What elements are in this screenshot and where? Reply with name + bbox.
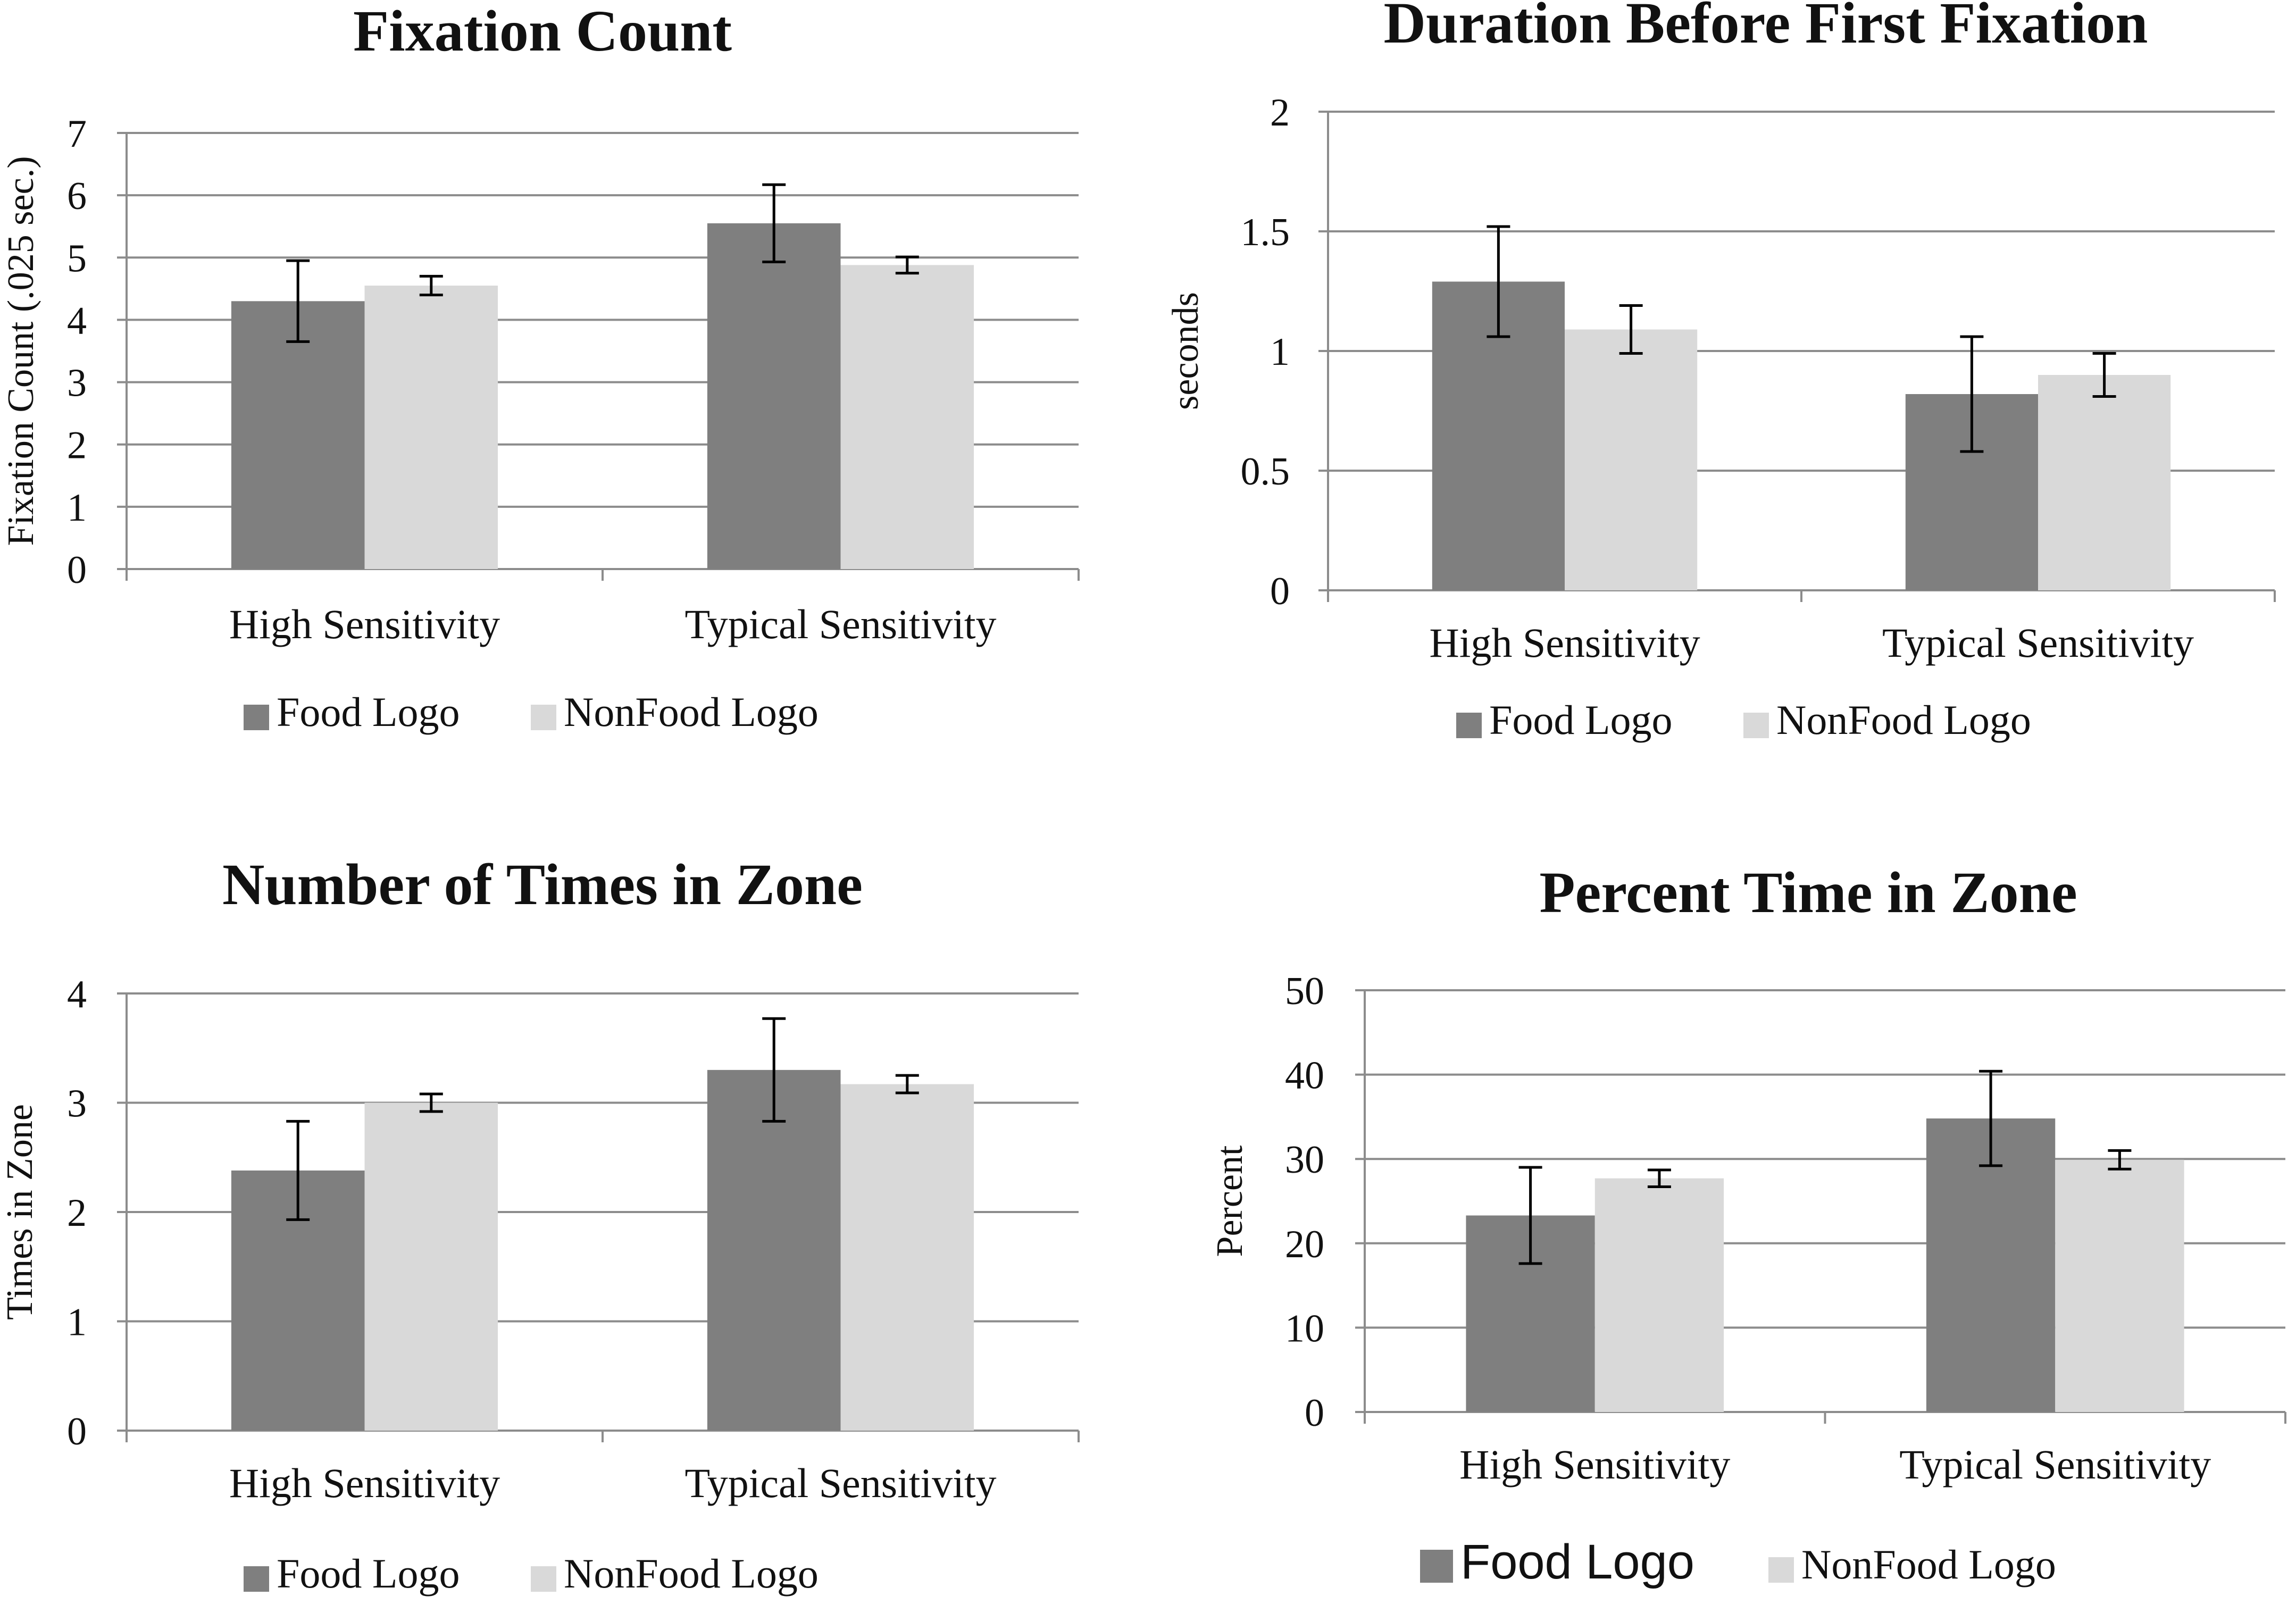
legend-swatch-nonfood-logo: [1768, 1557, 1794, 1583]
y-tick-label: 20: [1285, 1223, 1324, 1266]
bar-nonfood-logo: [364, 286, 498, 569]
legend-swatch-nonfood-logo: [1743, 713, 1769, 738]
x-category-label: Typical Sensitivity: [1899, 1441, 2211, 1488]
legend-label-food-logo: Food Logo: [1489, 697, 1673, 743]
y-tick-label: 3: [67, 362, 87, 405]
bar-nonfood-logo: [2055, 1159, 2184, 1412]
bar-nonfood-logo: [840, 1084, 974, 1431]
bar-nonfood-logo: [1594, 1178, 1724, 1412]
chart-title: Number of Times in Zone: [222, 852, 863, 917]
y-tick-label: 1: [67, 486, 87, 530]
x-category-label: Typical Sensitivity: [685, 1460, 997, 1506]
legend-label-nonfood-logo: NonFood Logo: [1776, 697, 2031, 743]
y-tick-label: 0.5: [1241, 450, 1290, 494]
bar-food-logo: [231, 301, 365, 569]
legend-swatch-food-logo: [244, 1566, 269, 1592]
chart-title: Percent Time in Zone: [1539, 860, 2077, 925]
legend-swatch-food-logo: [1420, 1550, 1453, 1583]
legend: Food Logo NonFood Logo: [1456, 697, 2031, 743]
legend-swatch-food-logo: [244, 705, 269, 730]
y-axis-label: seconds: [1165, 292, 1206, 410]
y-tick-label: 0: [67, 1410, 87, 1453]
legend: Food Logo NonFood Logo: [1420, 1535, 2056, 1589]
bar-nonfood-logo: [1565, 329, 1698, 590]
y-tick-label: 4: [67, 973, 87, 1016]
x-category-label: Typical Sensitivity: [1882, 620, 2194, 666]
legend-label-nonfood-logo: NonFood Logo: [564, 689, 819, 735]
y-tick-label: 40: [1285, 1054, 1324, 1098]
legend-label-food-logo: Food Logo: [277, 689, 460, 735]
y-tick-label: 0: [1270, 570, 1290, 613]
legend-swatch-nonfood-logo: [531, 705, 556, 730]
y-tick-label: 2: [67, 424, 87, 467]
chart-percent-time-in-zone: Percent Time in Zone 0 10 20 30 40 50 Percent Hi…: [1209, 860, 2286, 1589]
x-category-label: High Sensitivity: [229, 601, 500, 647]
y-tick-label: 0: [1305, 1391, 1324, 1435]
y-tick-label: 0: [67, 548, 87, 592]
bar-food-logo: [1926, 1118, 2056, 1412]
y-tick-label: 2: [67, 1191, 87, 1235]
y-tick-label: 2: [1270, 91, 1290, 135]
legend: Food Logo NonFood Logo: [244, 689, 819, 735]
x-category-label: High Sensitivity: [1429, 620, 1700, 666]
y-tick-label: 1: [1270, 330, 1290, 374]
legend-label-food-logo: Food Logo: [277, 1550, 460, 1597]
y-tick-label: 5: [67, 237, 87, 280]
bar-food-logo: [707, 1069, 841, 1431]
legend-swatch-nonfood-logo: [531, 1566, 556, 1592]
y-tick-label: 50: [1285, 970, 1324, 1013]
y-axis-label: Times in Zone: [0, 1104, 40, 1320]
chart-duration-before-first-fixation: Duration Before First Fixation 0 0.5 1 1.5 2 s…: [1165, 0, 2276, 743]
legend-label-nonfood-logo: NonFood Logo: [1801, 1541, 2056, 1587]
legend: Food Logo NonFood Logo: [244, 1550, 819, 1597]
bar-nonfood-logo: [2038, 375, 2171, 590]
y-tick-label: 1: [67, 1301, 87, 1344]
bar-food-logo: [707, 223, 841, 569]
y-axis-label: Percent: [1209, 1145, 1250, 1257]
bar-nonfood-logo: [840, 265, 974, 569]
chart-fixation-count: Fixation Count 0 1 2 3 4 5 6 7 Fixation Count (.0…: [1, 0, 1080, 735]
chart-number-of-times-in-zone: Number of Times in Zone 0 1 2 3 4 Times in Zon…: [0, 852, 1080, 1597]
y-tick-label: 10: [1285, 1307, 1324, 1350]
y-tick-label: 7: [67, 112, 87, 156]
legend-label-food-logo: Food Logo: [1460, 1535, 1694, 1589]
legend-label-nonfood-logo: NonFood Logo: [564, 1550, 819, 1597]
y-axis-label: Fixation Count (.025 sec.): [1, 156, 41, 546]
chart-title: Duration Before First Fixation: [1384, 0, 2148, 55]
chart-title: Fixation Count: [353, 0, 732, 63]
legend-swatch-food-logo: [1456, 713, 1482, 738]
x-category-label: High Sensitivity: [229, 1460, 500, 1506]
y-tick-label: 6: [67, 174, 87, 218]
y-tick-label: 30: [1285, 1138, 1324, 1182]
x-category-label: Typical Sensitivity: [685, 601, 997, 647]
bar-nonfood-logo: [364, 1102, 498, 1431]
x-category-label: High Sensitivity: [1459, 1441, 1730, 1488]
y-tick-label: 4: [67, 299, 87, 342]
y-tick-label: 1.5: [1241, 211, 1290, 254]
y-tick-label: 3: [67, 1082, 87, 1126]
